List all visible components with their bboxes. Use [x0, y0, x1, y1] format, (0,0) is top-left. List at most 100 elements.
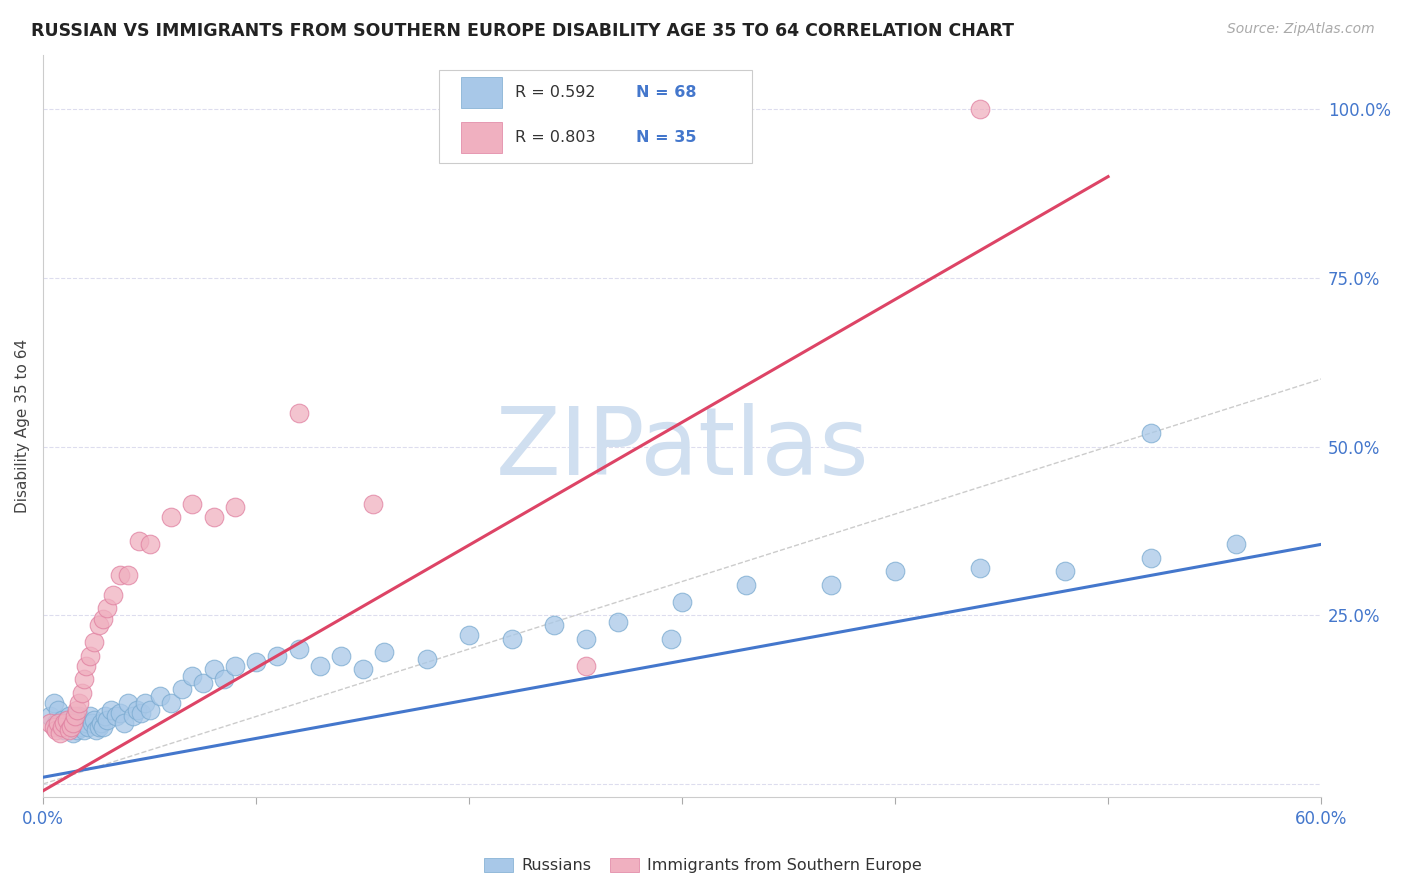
Point [108, 567, 131, 582]
Point [45, 716, 67, 731]
Point [66, 703, 89, 717]
Point [543, 618, 565, 632]
Point [287, 406, 309, 420]
Point [100, 703, 122, 717]
Point [202, 510, 225, 524]
Point [73, 723, 96, 737]
Point [1139, 425, 1161, 440]
Point [352, 662, 374, 676]
Point [884, 565, 907, 579]
Point [373, 645, 395, 659]
Point [309, 658, 332, 673]
Point [1139, 550, 1161, 565]
Point [82, 716, 104, 731]
Point [66, 723, 89, 737]
Point [245, 656, 267, 670]
Point [1054, 565, 1077, 579]
Point [415, 652, 437, 666]
Point [83, 635, 105, 649]
Point [46, 703, 69, 717]
Point [160, 696, 183, 710]
FancyBboxPatch shape [439, 70, 752, 162]
Point [149, 690, 172, 704]
Point [91, 720, 114, 734]
Point [79, 709, 101, 723]
Point [38, 709, 60, 723]
Point [170, 682, 193, 697]
Point [58, 723, 80, 737]
Point [224, 658, 246, 673]
Point [121, 709, 143, 723]
Point [49, 726, 72, 740]
Point [671, 595, 693, 609]
Point [75, 658, 97, 673]
Point [62, 726, 84, 740]
Point [103, 588, 125, 602]
Point [51, 720, 73, 734]
Point [125, 703, 148, 717]
Point [117, 696, 139, 710]
Point [202, 662, 225, 676]
Point [51, 713, 73, 727]
Point [67, 709, 90, 723]
Point [117, 567, 139, 582]
Point [87, 618, 110, 632]
Point [129, 706, 152, 720]
Point [134, 696, 156, 710]
Point [363, 497, 385, 511]
Point [458, 628, 481, 642]
Point [38, 716, 60, 731]
Point [969, 561, 991, 575]
Point [820, 578, 842, 592]
Point [330, 648, 353, 663]
Text: N = 68: N = 68 [636, 86, 696, 101]
Point [501, 632, 523, 646]
Point [70, 686, 93, 700]
Y-axis label: Disability Age 35 to 64: Disability Age 35 to 64 [15, 339, 30, 514]
Point [83, 713, 105, 727]
Point [969, 102, 991, 116]
Point [735, 578, 758, 592]
Point [661, 632, 683, 646]
Point [53, 716, 76, 731]
Point [108, 706, 131, 720]
Point [79, 648, 101, 663]
Point [607, 615, 630, 629]
Point [224, 500, 246, 515]
Point [287, 642, 309, 657]
Point [1225, 537, 1247, 551]
Point [59, 720, 82, 734]
Point [181, 669, 204, 683]
Point [45, 723, 67, 737]
Point [87, 720, 110, 734]
Text: ZIPatlas: ZIPatlas [495, 402, 869, 494]
Point [94, 709, 117, 723]
Point [575, 658, 598, 673]
Point [212, 673, 235, 687]
Point [91, 612, 114, 626]
Text: Source: ZipAtlas.com: Source: ZipAtlas.com [1227, 22, 1375, 37]
FancyBboxPatch shape [461, 122, 502, 153]
Point [90, 716, 112, 731]
Point [67, 696, 90, 710]
Point [59, 720, 82, 734]
Point [75, 716, 97, 731]
Point [86, 723, 108, 737]
Point [77, 720, 100, 734]
Point [63, 716, 86, 731]
Point [55, 716, 77, 731]
Point [96, 713, 118, 727]
Point [191, 675, 214, 690]
Point [575, 632, 598, 646]
Point [266, 648, 288, 663]
Point [181, 497, 204, 511]
Point [73, 673, 96, 687]
Point [138, 703, 160, 717]
Point [53, 723, 76, 737]
Point [42, 720, 65, 734]
Point [70, 720, 93, 734]
Text: R = 0.803: R = 0.803 [515, 130, 595, 145]
Point [128, 534, 150, 549]
Legend: Russians, Immigrants from Southern Europe: Russians, Immigrants from Southern Europ… [478, 851, 928, 880]
FancyBboxPatch shape [461, 78, 502, 109]
